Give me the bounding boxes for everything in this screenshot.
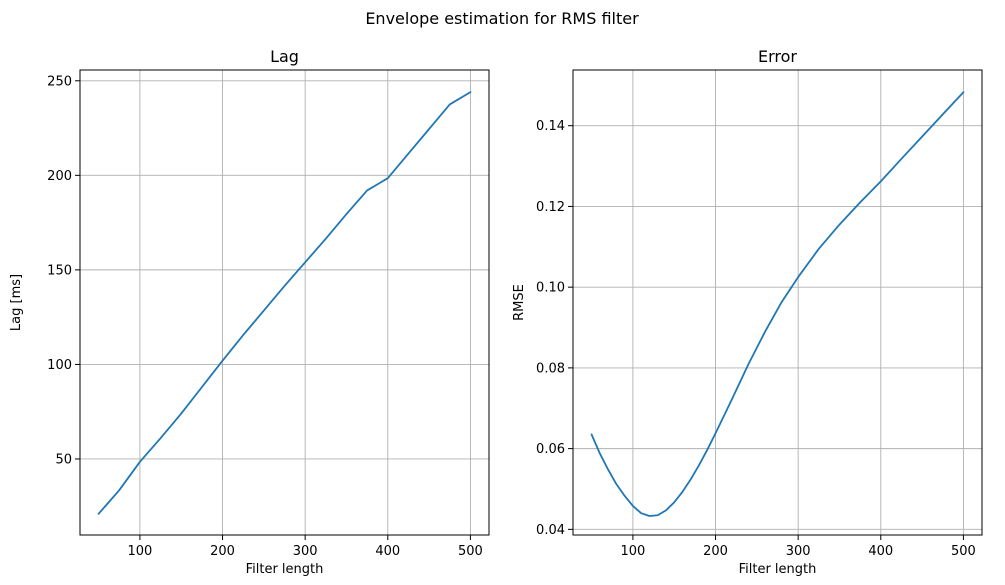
lag-ytick-label: 250 — [47, 74, 72, 89]
lag-ytick-label: 200 — [47, 169, 72, 184]
error-y-axis-label: RMSE — [512, 284, 527, 321]
error-ytick-label: 0.08 — [536, 361, 565, 376]
lag-ytick-label: 100 — [47, 358, 72, 373]
lag-xtick-label: 100 — [127, 544, 152, 559]
error-ytick-label: 0.14 — [536, 119, 565, 134]
error-xtick-label: 500 — [951, 544, 976, 559]
lag-xtick-label: 300 — [293, 544, 318, 559]
error-x-axis-label: Filter length — [739, 562, 817, 577]
error-ytick-label: 0.04 — [536, 523, 565, 538]
lag-y-axis-label: Lag [ms] — [9, 274, 24, 331]
lag-ytick-label: 50 — [55, 452, 72, 467]
error-chart-title: Error — [758, 47, 797, 66]
error-ytick-label: 0.10 — [536, 281, 565, 296]
figure-suptitle: Envelope estimation for RMS filter — [365, 9, 639, 28]
error-xtick-label: 200 — [703, 544, 728, 559]
error-ytick-label: 0.06 — [536, 442, 565, 457]
lag-chart-title: Lag — [270, 47, 299, 66]
lag-x-axis-label: Filter length — [246, 562, 324, 577]
error-ytick-label: 0.12 — [536, 200, 565, 215]
lag-xtick-label: 400 — [375, 544, 400, 559]
error-xtick-label: 400 — [868, 544, 893, 559]
lag-xtick-label: 200 — [210, 544, 235, 559]
lag-ytick-label: 150 — [47, 263, 72, 278]
lag-xtick-label: 500 — [458, 544, 483, 559]
error-xtick-label: 300 — [786, 544, 811, 559]
error-xtick-label: 100 — [620, 544, 645, 559]
